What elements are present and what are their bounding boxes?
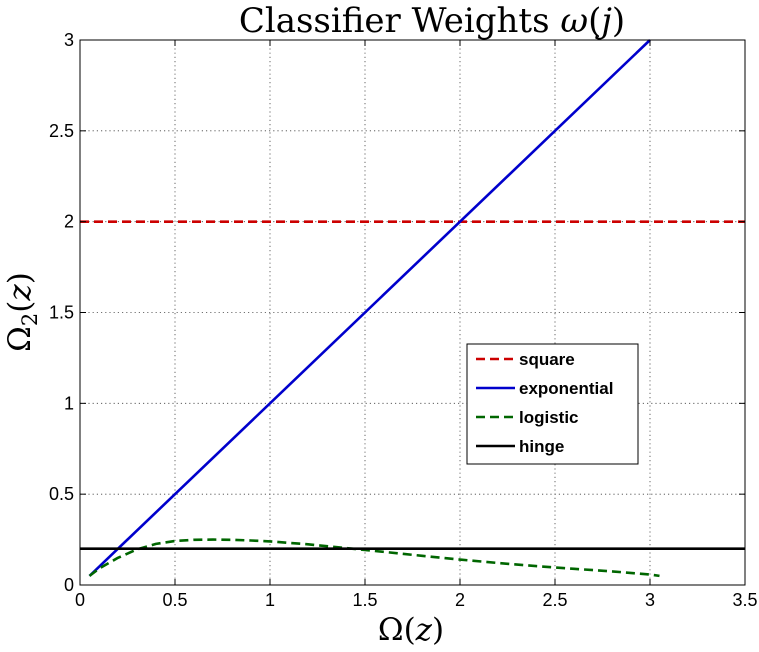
series-layer [80, 39, 745, 578]
legend-label-square: square [519, 350, 575, 369]
x-tick-label: 0.5 [162, 590, 187, 610]
x-axis-label: Ω(z) [378, 612, 444, 648]
legend-label-hinge: hinge [519, 437, 564, 456]
legend-items: square exponential logistic hinge [476, 350, 613, 456]
ticks: 0 0.5 1 1.5 2 2.5 3 3.5 0 0.5 1 1.5 2 2.5 3 [49, 30, 758, 610]
x-tick-label: 0 [75, 590, 85, 610]
x-tick-label: 3.5 [732, 590, 757, 610]
y-tick-label: 2 [64, 212, 74, 232]
y-tick-label: 2.5 [49, 121, 74, 141]
x-tick-label: 2 [455, 590, 465, 610]
x-tick-label: 1 [265, 590, 275, 610]
y-axis-label: Ω2(z) [2, 272, 42, 352]
y-tick-label: 0.5 [49, 484, 74, 504]
chart-title: Classifier Weights ω(j) [239, 1, 625, 41]
legend-label-exponential: exponential [519, 379, 613, 398]
x-tick-label: 1.5 [352, 590, 377, 610]
x-tick-label: 3 [645, 590, 655, 610]
legend: square exponential logistic hinge [466, 343, 639, 465]
legend-box [466, 343, 639, 465]
legend-label-logistic: logistic [519, 408, 579, 427]
y-tick-label: 1 [64, 393, 74, 413]
series-line-exponential [88, 39, 651, 577]
y-tick-label: 0 [64, 575, 74, 595]
y-tick-label: 1.5 [49, 303, 74, 323]
x-tick-label: 2.5 [542, 590, 567, 610]
y-tick-label: 3 [64, 30, 74, 50]
series-line-logistic [88, 538, 660, 578]
